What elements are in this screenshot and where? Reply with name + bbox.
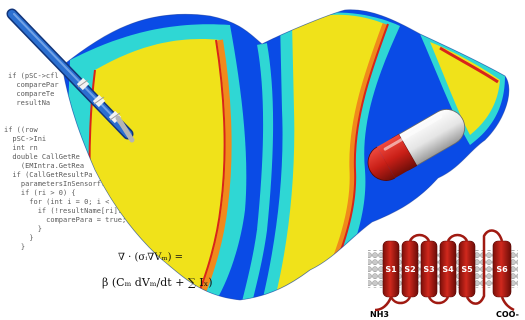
segment-label: S6	[496, 265, 508, 274]
code-line: comparePara = true;	[4, 216, 127, 224]
segment-label: S4	[442, 265, 454, 274]
code-line: if (CallGetResultPa	[4, 171, 93, 179]
code-line: compareTe	[8, 90, 55, 98]
code-line: parametersInSensorflo	[4, 180, 110, 188]
code-line: pSC->Ini	[4, 135, 47, 143]
code-line: }	[4, 225, 42, 233]
segment-label: S2	[404, 265, 415, 274]
n-terminus-label: NH3	[370, 310, 389, 319]
code-line: if ((row	[4, 126, 38, 134]
code-line: comparePar	[8, 81, 59, 89]
code-line: if (ri > 0) {	[4, 189, 76, 197]
channel-helices	[382, 240, 512, 298]
code-line: (EMIntra.GetRea	[4, 162, 85, 170]
ion-channel-diagram: S1 S2 S3 S4 S5 S6 NH3 COO-	[368, 229, 519, 319]
equation-line-1: ∇ · (σᵢ∇Vₘ) =	[118, 252, 184, 263]
code-line: double CallGetRe	[4, 153, 80, 161]
code-line: }	[4, 234, 34, 242]
segment-label: S1	[385, 265, 397, 274]
equation-line-2: β (Cₘ dVₘ/dt + ∑ Iₓ)	[102, 276, 213, 289]
pill-capsule-icon	[367, 109, 466, 181]
segment-label: S3	[423, 265, 434, 274]
code-line: resultNa	[8, 99, 51, 107]
c-terminus-label: COO-	[496, 310, 519, 319]
code-line: int rn	[4, 144, 38, 152]
tissue-outline	[61, 9, 510, 301]
segment-label: S5	[461, 265, 473, 274]
code-line: if (!resultName[ri].compare	[4, 207, 152, 215]
code-line: if (pSC->cfl	[8, 72, 59, 80]
electrode-probe-icon	[6, 8, 135, 143]
code-line: }	[4, 243, 26, 251]
